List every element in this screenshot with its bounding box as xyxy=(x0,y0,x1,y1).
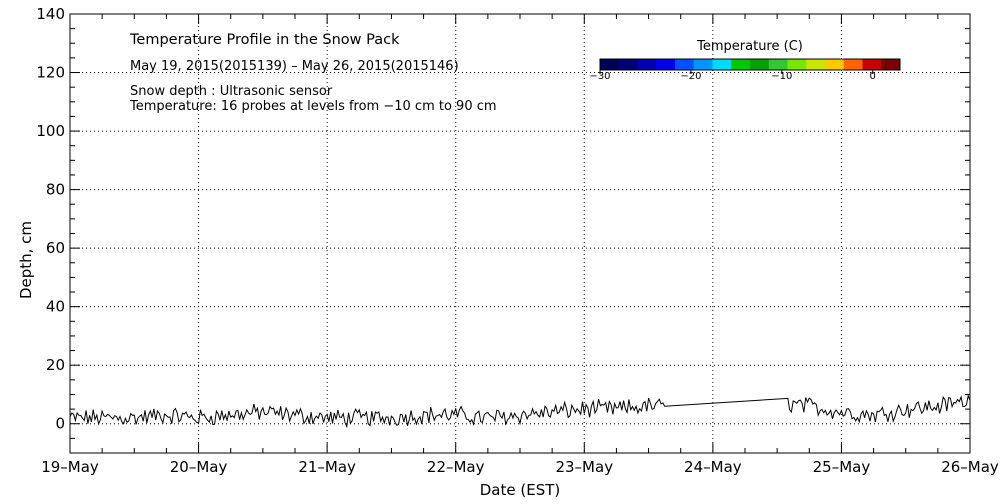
x-tick-label: 23–May xyxy=(555,458,613,476)
chart-title: Temperature Profile in the Snow Pack xyxy=(129,32,400,48)
colorbar-swatch xyxy=(843,59,863,70)
x-tick-label: 20–May xyxy=(170,458,228,476)
y-axis-title: Depth, cm xyxy=(17,221,35,299)
snow-depth-line xyxy=(69,394,971,429)
plot-frame xyxy=(69,13,971,454)
x-tick-label: 24–May xyxy=(684,458,742,476)
colorbar-title: Temperature (C) xyxy=(696,39,803,54)
y-tick-label: 100 xyxy=(36,122,65,140)
x-tick-label: 22–May xyxy=(427,458,485,476)
y-tick-label: 120 xyxy=(36,64,65,82)
colorbar-frame xyxy=(599,58,901,71)
y-tick-label: 0 xyxy=(55,415,65,433)
y-tick-label: 140 xyxy=(36,5,65,23)
colorbar-swatch xyxy=(750,59,770,70)
colorbar-swatch xyxy=(675,59,695,70)
series-layer xyxy=(69,394,971,429)
colorbar-tick-label: −10 xyxy=(771,71,792,82)
axis-ticks: 19–May 20–May 21–May 22–May 23–May 24–May 25–M… xyxy=(36,5,999,476)
colorbar-tick-label: −20 xyxy=(680,71,701,82)
x-tick-label: 21–May xyxy=(298,458,356,476)
colorbar-swatch xyxy=(787,59,807,70)
grid-lines xyxy=(70,14,970,453)
colorbar-tick-label: −30 xyxy=(589,71,610,82)
colorbar-swatch xyxy=(881,59,901,70)
y-tick-label: 80 xyxy=(46,181,65,199)
annotation-snow-depth: Snow depth : Ultrasonic sensor xyxy=(130,84,333,99)
x-axis-title: Date (EST) xyxy=(480,481,561,499)
colorbar-swatch xyxy=(600,59,620,70)
colorbar-legend: Temperature (C) −30 −20 −10 0 xyxy=(589,39,901,82)
colorbar-swatch xyxy=(862,59,882,70)
colorbar-swatch xyxy=(712,59,732,70)
x-tick-label: 19–May xyxy=(41,458,99,476)
colorbar-swatch xyxy=(693,59,713,70)
y-tick-label: 40 xyxy=(46,298,65,316)
chart-subtitle: May 19, 2015(2015139) – May 26, 2015(201… xyxy=(130,59,459,74)
colorbar-swatch xyxy=(768,59,788,70)
colorbar-swatch xyxy=(618,59,638,70)
colorbar-swatch xyxy=(656,59,676,70)
y-tick-label: 20 xyxy=(46,356,65,374)
x-tick-label: 26–May xyxy=(941,458,999,476)
colorbar-swatch xyxy=(731,59,751,70)
y-tick-label: 60 xyxy=(46,239,65,257)
colorbar-swatch xyxy=(825,59,845,70)
colorbar-swatch xyxy=(637,59,657,70)
colorbar-tick-label: 0 xyxy=(870,71,876,82)
colorbar-swatch xyxy=(806,59,826,70)
x-tick-label: 25–May xyxy=(813,458,871,476)
annotation-temperature: Temperature: 16 probes at levels from −1… xyxy=(129,99,497,114)
